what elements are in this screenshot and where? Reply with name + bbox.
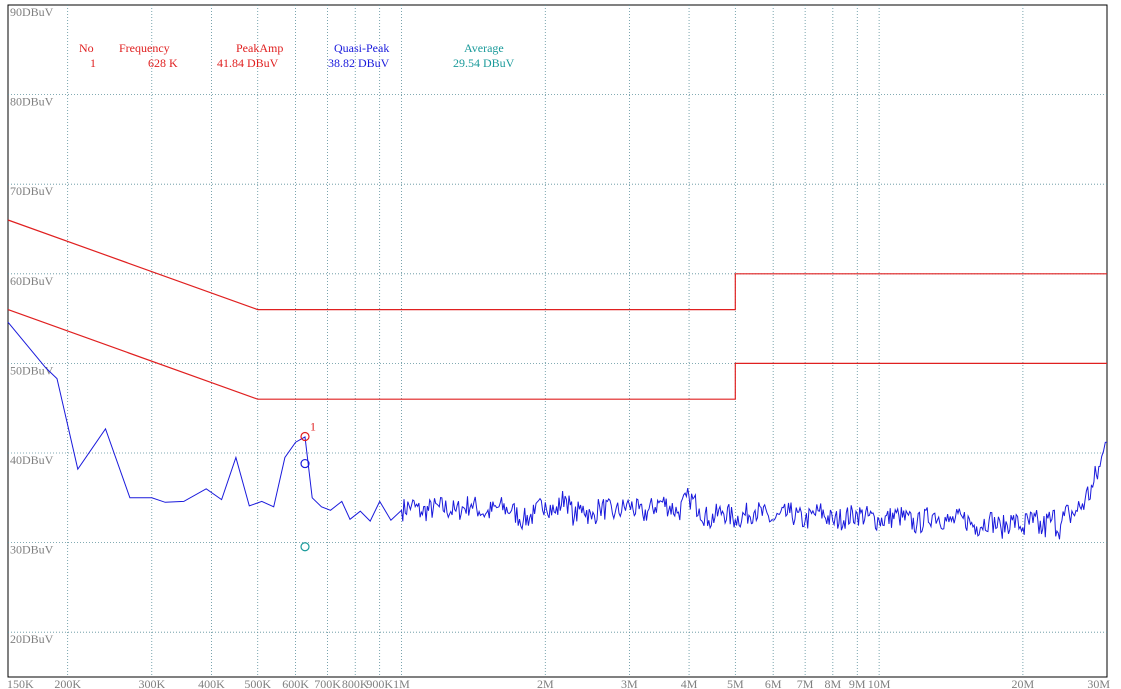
limit-line-2 [7,309,1107,400]
x-tick-label-4m: 4M [681,677,698,689]
y-tick-label-40: 40DBuV [10,453,54,467]
y-axis-labels: 90DBuV 80DBuV 70DBuV 60DBuV 50DBuV 40DBuV 30DB… [10,5,54,646]
x-tick-label-800k: 800K [342,677,369,689]
y-tick-label-80: 80DBuV [10,95,54,109]
x-tick-label-20m: 20M [1012,677,1035,689]
x-tick-label-900k: 900K [366,677,393,689]
readout-header-average: Average [464,41,504,55]
x-tick-label-500k: 500K [244,677,271,689]
y-tick-label-30: 30DBuV [10,543,54,557]
y-tick-label-50: 50DBuV [10,363,54,377]
marker-number-label: 1 [310,420,316,434]
x-tick-label-30m: 30M [1087,677,1110,689]
y-tick-label-70: 70DBuV [10,184,54,198]
readout-peak: 41.84 DBuV [217,56,279,70]
y-tick-label-20: 20DBuV [10,632,54,646]
x-tick-label-150k: 150K [7,677,34,689]
x-tick-label-5m: 5M [727,677,744,689]
spectrum-trace-line [7,321,1108,540]
marker-average [300,542,310,552]
x-tick-label-600k: 600K [282,677,309,689]
readout-table: No Frequency PeakAmp Quasi-Peak Average … [79,41,515,70]
marker-points: 1 [300,420,316,552]
x-tick-label-1m: 1M [393,677,410,689]
marker-peak [300,431,310,442]
readout-header-frequency: Frequency [119,41,170,55]
readout-average: 29.54 DBuV [453,56,515,70]
x-tick-label-8m: 8M [824,677,841,689]
x-tick-label-3m: 3M [621,677,638,689]
x-tick-label-10m: 10M [868,677,891,689]
readout-header-quasi-peak: Quasi-Peak [334,41,389,55]
readout-frequency: 628 K [148,56,178,70]
y-tick-label-60: 60DBuV [10,274,54,288]
x-tick-label-400k: 400K [198,677,225,689]
marker-quasi-peak [300,458,310,469]
x-tick-label-6m: 6M [765,677,782,689]
plot-border [7,4,1108,678]
x-tick-label-200k: 200K [54,677,81,689]
spectrum-trace [7,321,1108,540]
y-tick-label-90: 90DBuV [10,5,54,19]
x-tick-label-7m: 7M [797,677,814,689]
x-tick-label-2m: 2M [537,677,554,689]
x-tick-label-9m: 9M [849,677,866,689]
readout-no: 1 [90,56,96,70]
limit-lines [7,219,1107,400]
readout-header-no: No [79,41,94,55]
readout-header-peak: PeakAmp [236,41,283,55]
grid [8,5,1107,677]
limit-line-1 [7,219,1107,311]
readout-quasi-peak: 38.82 DBuV [328,56,390,70]
x-tick-label-700k: 700K [314,677,341,689]
x-tick-label-300k: 300K [138,677,165,689]
